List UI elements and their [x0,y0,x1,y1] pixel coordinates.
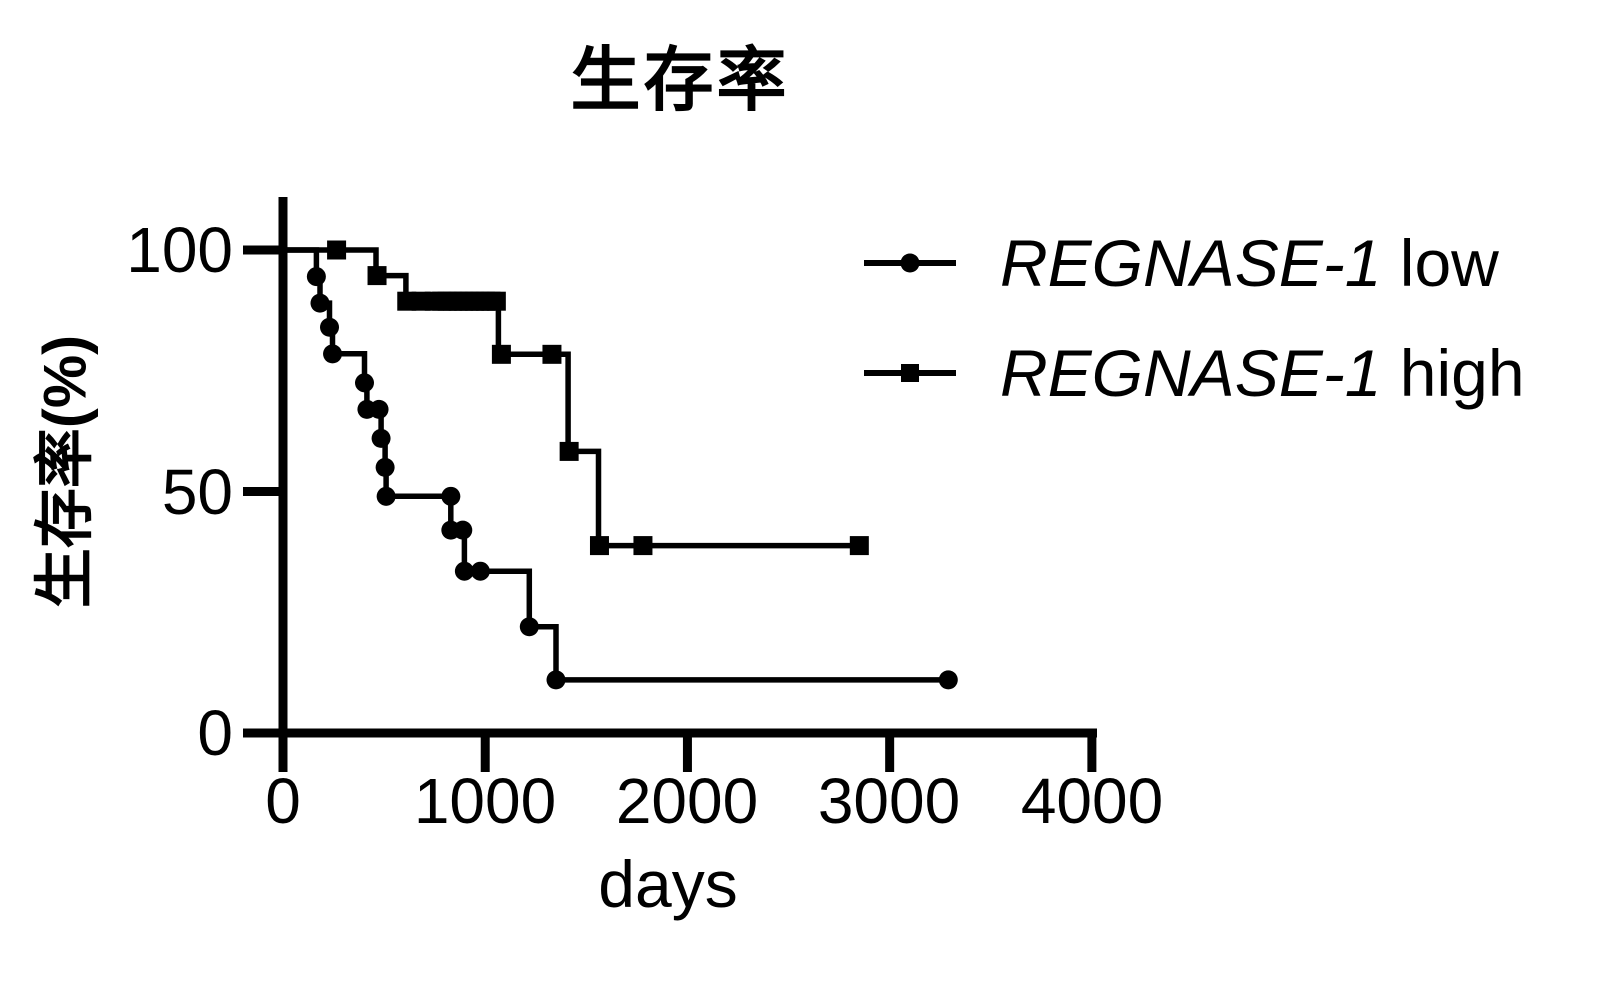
data-point-circle-regnase1-low [938,670,958,690]
data-point-circle-regnase1-low [441,486,461,506]
x-axis-label: days [598,847,738,921]
data-point-circle-regnase1-low [376,486,396,506]
data-point-square-regnase1-high [486,291,506,311]
legend-item-regnase1-low: REGNASE-1 low [860,226,1499,300]
x-tick-label-1000: 1000 [413,765,557,837]
data-point-circle-regnase1-low [454,561,474,581]
x-tick-label-3000: 3000 [817,765,961,837]
legend-level-low: low [1381,226,1499,300]
data-point-circle-regnase1-low [369,399,389,419]
legend-gene-low: REGNASE-1 [1000,226,1382,300]
data-point-circle-regnase1-low [371,428,391,448]
data-point-square-regnase1-high [633,536,653,556]
data-point-square-regnase1-high [397,291,417,311]
y-tick-label-100: 100 [126,214,233,286]
legend-label-low: REGNASE-1 low [1000,225,1499,301]
x-tick-label-2000: 2000 [615,765,759,837]
data-point-circle-regnase1-low [470,561,490,581]
data-point-circle-regnase1-low [306,267,326,287]
legend-circle-marker-icon [864,253,956,273]
chart-title: 生存率 [570,41,790,119]
data-point-square-regnase1-high [849,536,869,556]
legend-label-high: REGNASE-1 high [1000,335,1525,411]
x-tick-label-4000: 4000 [1020,765,1164,837]
y-tick-label-0: 0 [197,697,233,769]
data-point-circle-regnase1-low [546,670,566,690]
data-point-circle-regnase1-low [320,317,340,337]
legend-gene-high: REGNASE-1 [1000,336,1382,410]
data-point-circle-regnase1-low [323,344,343,364]
y-tick-label-50: 50 [161,456,233,528]
legend-square-marker-icon [864,364,956,382]
data-point-square-regnase1-high [589,536,609,556]
data-point-square-regnase1-high [559,441,579,461]
data-point-circle-regnase1-low [354,373,374,393]
x-tick-label-0: 0 [265,765,301,837]
data-point-circle-regnase1-low [375,457,395,477]
data-point-square-regnase1-high [542,344,562,364]
data-point-square-regnase1-high [491,344,511,364]
legend-level-high: high [1381,336,1525,410]
legend-item-regnase1-high: REGNASE-1 high [860,336,1525,410]
data-point-circle-regnase1-low [519,617,539,637]
data-point-circle-regnase1-low [453,520,473,540]
data-point-square-regnase1-high [367,266,387,286]
data-point-square-regnase1-high [327,240,347,260]
data-point-circle-regnase1-low [310,293,330,313]
